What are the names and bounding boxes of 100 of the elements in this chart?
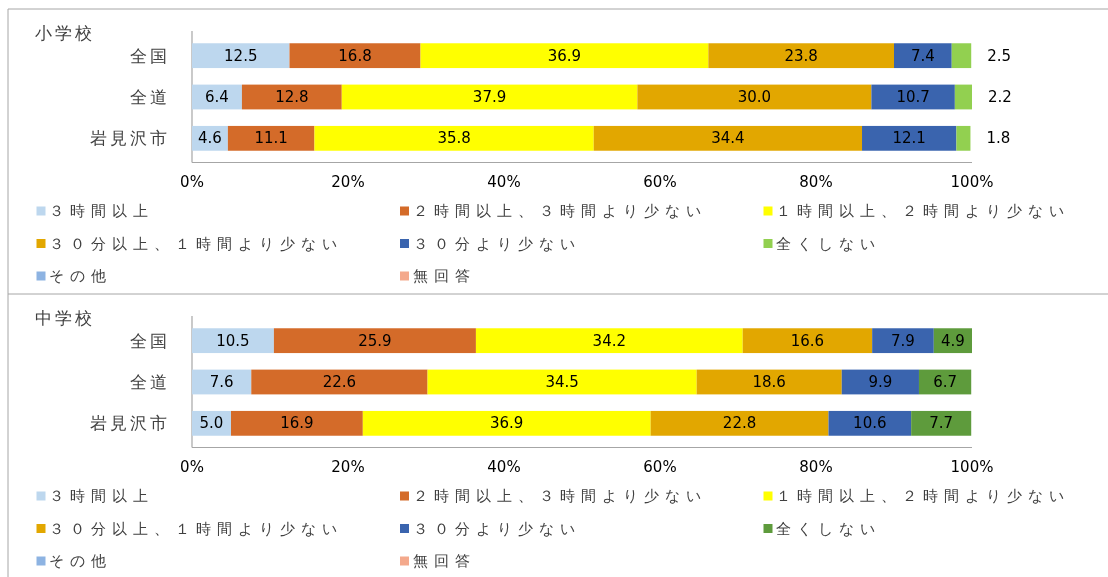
y-tick-label: 全道: [130, 87, 170, 107]
data-label: 11.1: [254, 129, 288, 148]
data-label: 10.6: [853, 414, 887, 433]
data-label: 36.9: [490, 414, 524, 433]
legend-label: その他: [49, 267, 112, 285]
x-tick-label: 40%: [487, 458, 521, 476]
x-tick-label: 100%: [950, 458, 994, 476]
bar: [593, 125, 863, 151]
bar: [475, 328, 743, 354]
data-label: 23.8: [784, 46, 818, 65]
bar: [637, 84, 872, 110]
data-label: 5.0: [199, 414, 224, 433]
data-label: 16.9: [280, 414, 314, 433]
legend-label: その他: [49, 552, 112, 570]
legend-label: ３時間以上: [49, 202, 154, 220]
data-label: 34.5: [545, 373, 579, 391]
data-label: 18.6: [752, 373, 786, 391]
data-label: 7.6: [209, 373, 234, 391]
data-label: 6.4: [205, 88, 229, 106]
data-label: 4.6: [198, 129, 222, 148]
bar: [956, 125, 971, 151]
x-tick-label: 20%: [331, 458, 365, 476]
legend-label: 全くしない: [776, 519, 881, 538]
bar: [192, 43, 290, 69]
legend-label: 全くしない: [776, 234, 881, 253]
data-label: 37.9: [472, 88, 507, 106]
x-tick-label: 20%: [331, 173, 365, 191]
data-label: 22.6: [322, 373, 357, 391]
data-label: 12.8: [275, 88, 309, 106]
bar: [427, 369, 697, 395]
chart-title: 中学校: [35, 308, 95, 328]
bar: [894, 43, 952, 69]
data-label: 10.5: [216, 331, 250, 350]
bar: [650, 410, 829, 436]
data-label: 12.1: [892, 129, 926, 148]
data-label: 2.5: [987, 46, 1012, 65]
x-tick-label: 100%: [950, 173, 994, 191]
data-label: 7.7: [929, 414, 954, 433]
legend-label: ３０分以上、１時間より少ない: [49, 519, 343, 538]
bar: [871, 84, 955, 110]
legend-label: １時間以上、２時間より少ない: [776, 202, 1070, 220]
x-tick-label: 60%: [643, 458, 677, 476]
y-tick-label: 岩見沢市: [90, 413, 170, 434]
bar: [708, 43, 894, 69]
legend-label: ３０分以上、１時間より少ない: [49, 234, 343, 253]
bar: [911, 410, 972, 436]
y-tick-label: 全国: [130, 330, 170, 351]
bar: [289, 43, 421, 69]
legend-label: 無回答: [412, 267, 476, 285]
legend-label: 無回答: [412, 552, 476, 570]
bar: [227, 125, 315, 151]
bar: [314, 125, 594, 151]
x-tick-label: 0%: [180, 458, 204, 476]
data-label: 25.9: [358, 331, 392, 350]
y-tick-label: 全国: [130, 45, 170, 66]
data-label: 2.2: [988, 88, 1012, 106]
data-label: 4.9: [940, 331, 965, 350]
bar: [954, 84, 972, 110]
x-tick-label: 40%: [487, 173, 521, 191]
legend-label: ３０分より少ない: [412, 234, 581, 253]
legend-label: １時間以上、２時間より少ない: [776, 487, 1070, 505]
x-tick-label: 80%: [799, 173, 833, 191]
x-tick-label: 60%: [643, 173, 677, 191]
y-tick-label: 全道: [130, 372, 170, 392]
bar: [192, 328, 274, 354]
bar: [828, 410, 912, 436]
legend-label: ３時間以上: [49, 487, 154, 505]
x-tick-label: 80%: [799, 458, 833, 476]
data-label: 34.2: [592, 331, 626, 350]
data-label: 9.9: [868, 373, 893, 391]
data-label: 16.6: [790, 331, 825, 350]
data-label: 30.0: [737, 88, 772, 106]
bar: [696, 369, 842, 395]
data-label: 7.9: [891, 331, 915, 350]
data-label: 16.8: [338, 46, 372, 65]
x-tick-label: 0%: [180, 173, 204, 191]
bar: [231, 410, 363, 436]
bar: [251, 369, 428, 395]
data-label: 35.8: [437, 129, 471, 148]
chart-title: 小学校: [35, 23, 95, 43]
legend-label: ２時間以上、３時間より少ない: [412, 487, 707, 505]
data-label: 10.7: [896, 88, 930, 106]
data-label: 34.4: [711, 129, 745, 148]
bar: [241, 84, 342, 110]
data-label: 6.7: [933, 373, 958, 391]
data-label: 7.4: [910, 46, 935, 65]
data-label: 36.9: [547, 46, 582, 65]
legend-label: ２時間以上、３時間より少ない: [412, 202, 707, 220]
data-label: 22.8: [722, 414, 757, 433]
bar: [362, 410, 651, 436]
bar: [273, 328, 476, 354]
data-label: 1.8: [986, 129, 1011, 148]
bar: [742, 328, 873, 354]
bar: [951, 43, 972, 69]
bar: [341, 84, 638, 110]
y-tick-label: 岩見沢市: [90, 128, 170, 149]
data-label: 12.5: [224, 46, 258, 65]
legend-label: ３０分より少ない: [412, 519, 581, 538]
bar: [872, 328, 934, 354]
bar: [420, 43, 709, 69]
